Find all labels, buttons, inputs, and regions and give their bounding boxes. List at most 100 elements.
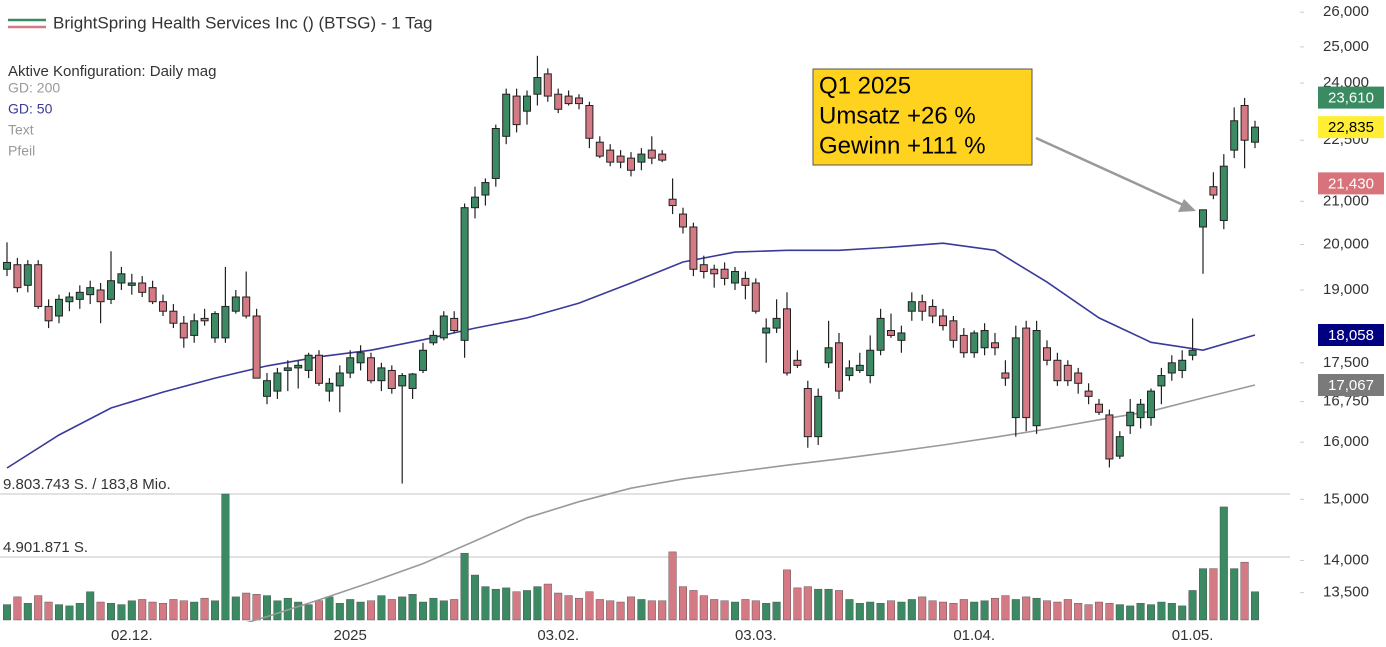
volume-bar xyxy=(731,601,740,621)
candle-body xyxy=(211,313,219,339)
volume-bar xyxy=(335,603,344,621)
volume-bar xyxy=(783,569,792,621)
volume-bar xyxy=(876,603,885,621)
volume-bar xyxy=(1115,604,1124,621)
candle-body xyxy=(1032,330,1041,427)
candle-body xyxy=(263,380,271,397)
volume-bar xyxy=(377,595,386,621)
candle-body xyxy=(460,207,469,341)
volume-bar xyxy=(106,603,115,621)
candle-body xyxy=(23,264,32,286)
candle-body xyxy=(491,127,500,179)
candle-body xyxy=(387,369,396,389)
volume-bar xyxy=(169,599,178,621)
volume-bar xyxy=(1230,568,1239,621)
candle-body xyxy=(169,310,178,324)
candle-body xyxy=(897,332,906,341)
candle-body xyxy=(585,104,594,139)
candle-body xyxy=(939,315,947,327)
candle-body xyxy=(907,301,916,312)
candle-body xyxy=(512,95,521,126)
candle-body xyxy=(377,367,386,382)
volume-bar xyxy=(959,599,968,621)
volume-bar xyxy=(814,588,823,621)
volume-bar xyxy=(1240,561,1249,621)
y-tick-label: 21,000 xyxy=(1323,192,1369,209)
volume-bar xyxy=(315,600,324,621)
volume-bar xyxy=(1042,600,1051,621)
candle-body xyxy=(1188,349,1197,356)
candle-body xyxy=(1105,414,1114,460)
candle-body xyxy=(793,359,802,366)
volume-bar xyxy=(1001,595,1010,621)
volume-bar xyxy=(543,583,552,621)
y-tick-label: 13,500 xyxy=(1323,584,1369,601)
volume-bar xyxy=(991,597,1000,621)
moving-average-line xyxy=(246,384,1256,622)
volume-bar xyxy=(96,601,105,621)
volume-bar xyxy=(1198,568,1207,621)
volume-bar xyxy=(512,591,521,621)
candle-body xyxy=(159,301,167,312)
y-tick-label: 16,750 xyxy=(1323,393,1369,410)
volume-bar xyxy=(1136,603,1145,621)
volume-bar xyxy=(1063,599,1072,621)
volume-bar xyxy=(1188,590,1197,621)
volume-bar xyxy=(367,600,376,621)
candle-body xyxy=(148,287,157,303)
x-tick-label: 01.04. xyxy=(953,627,995,644)
volume-bar xyxy=(200,597,209,621)
volume-bar xyxy=(866,601,875,621)
candle-body xyxy=(1011,337,1020,419)
volume-bar xyxy=(772,601,781,621)
volume-bar xyxy=(855,603,864,621)
volume-bar xyxy=(450,599,459,621)
volume-bar xyxy=(668,551,677,621)
volume-bar xyxy=(647,600,656,621)
y-tick-label: 16,000 xyxy=(1323,433,1369,450)
candle-body xyxy=(866,349,875,377)
candle-body xyxy=(762,327,771,334)
candle-body xyxy=(658,153,667,161)
candle-body xyxy=(221,305,230,339)
volume-bar xyxy=(564,595,573,621)
candle-body xyxy=(127,282,136,286)
volume-bar xyxy=(1022,596,1031,621)
candle-body xyxy=(637,153,646,163)
volume-bar xyxy=(845,599,854,621)
candle-body xyxy=(1063,364,1072,382)
volume-bar xyxy=(720,600,729,621)
plot: 9.803.743 S. / 183,8 Mio. 4.901.871 S. 02.… xyxy=(0,3,1384,644)
volume-bar xyxy=(939,601,948,621)
candle-body xyxy=(1209,186,1218,196)
volume-bar xyxy=(1084,604,1093,621)
volume-bar xyxy=(606,600,615,621)
price-label: 23,610 xyxy=(1328,90,1374,107)
volume-bar xyxy=(970,601,979,621)
volume-bar xyxy=(679,586,688,621)
y-tick-label: 26,000 xyxy=(1323,3,1369,20)
candle-body xyxy=(34,264,43,307)
volume-bar xyxy=(1250,591,1259,621)
volume-bar xyxy=(13,596,22,621)
candle-body xyxy=(481,182,490,196)
y-tick-label: 14,000 xyxy=(1323,551,1369,568)
candle-body xyxy=(3,261,11,270)
x-tick-label: 03.02. xyxy=(537,627,579,644)
volume-bar xyxy=(491,588,500,621)
price-label: 22,835 xyxy=(1328,119,1374,136)
volume-bar xyxy=(1146,604,1155,621)
candle-body xyxy=(554,93,563,110)
candle-body xyxy=(13,264,22,289)
price-label-box xyxy=(1318,374,1384,397)
candle-body xyxy=(918,301,927,312)
volume-bar xyxy=(231,596,240,621)
candle-body xyxy=(471,196,479,209)
y-tick-label: 25,000 xyxy=(1323,38,1369,55)
volume-bar xyxy=(75,603,84,621)
volume-bar xyxy=(1011,599,1020,621)
candle-body xyxy=(65,296,74,303)
x-tick-label: 2025 xyxy=(334,627,367,644)
candle-body xyxy=(356,352,365,364)
volume-bar xyxy=(221,493,230,621)
